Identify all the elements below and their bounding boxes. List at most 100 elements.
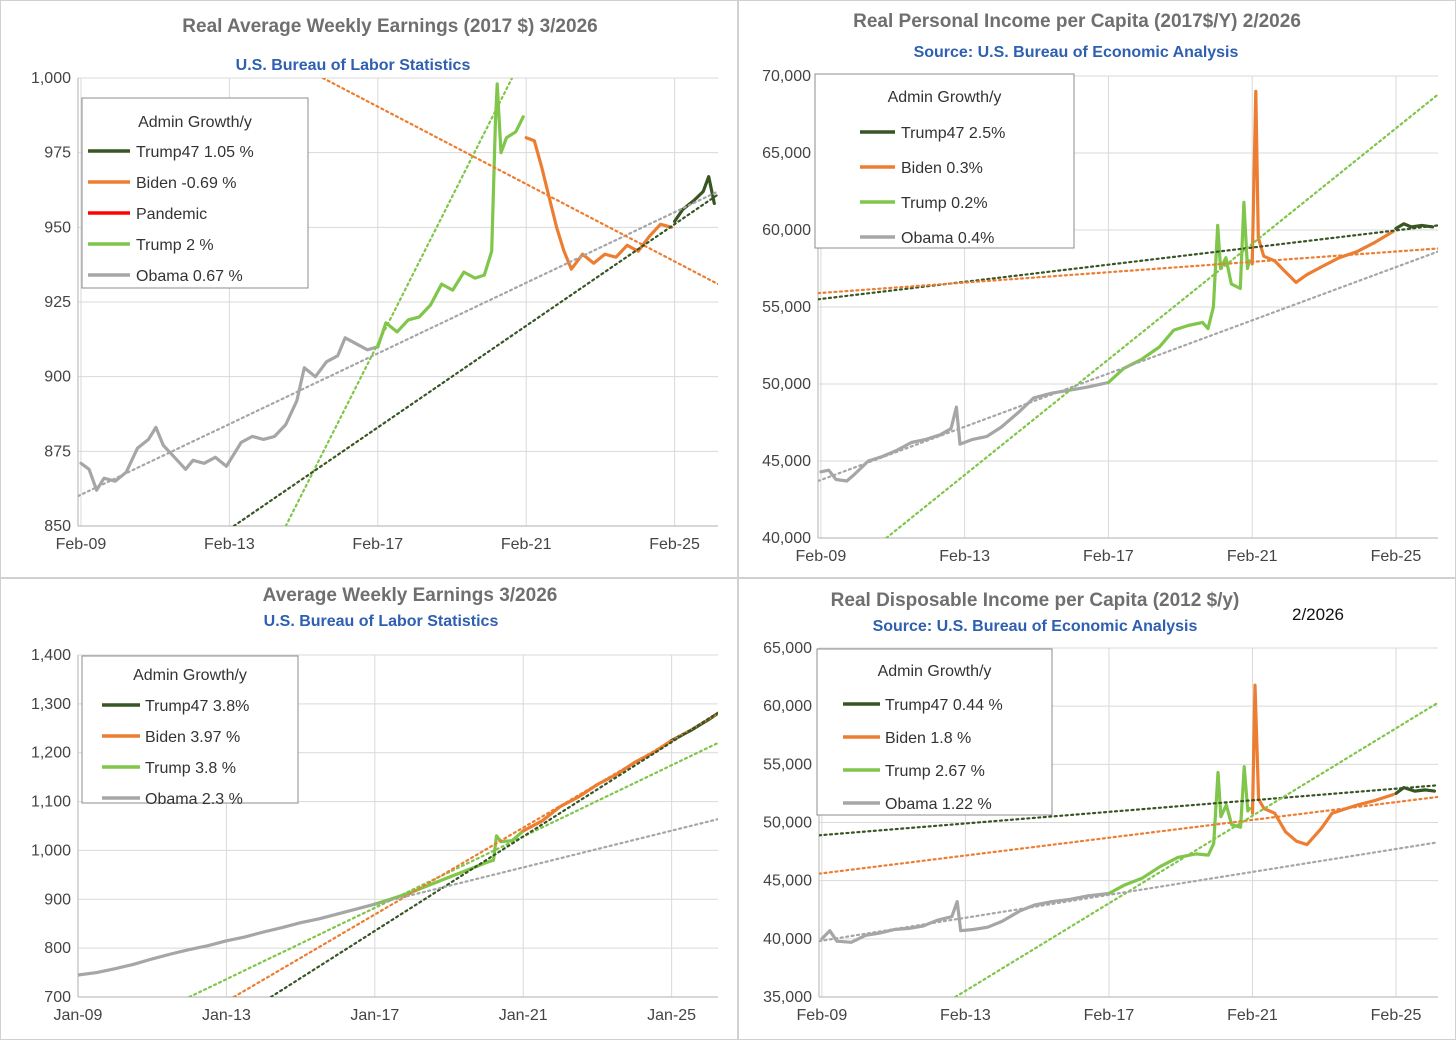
chart-note: 2/2026 [1292, 605, 1344, 624]
y-tick-label: 1,000 [31, 70, 71, 87]
legend-entry-label: Biden 0.3% [901, 160, 983, 177]
series-line-trump47 [673, 175, 716, 223]
y-tick-label: 35,000 [763, 989, 812, 1006]
y-tick-label: 55,000 [763, 756, 812, 773]
legend-entry-label: Trump47 2.5% [901, 125, 1005, 142]
legend-entry-label: Obama 0.67 % [136, 268, 243, 285]
x-tick-label: Jan-09 [54, 1007, 103, 1024]
chart-subtitle: Source: U.S. Bureau of Economic Analysis [914, 44, 1239, 61]
chart-title: Average Weekly Earnings 3/2026 [263, 585, 558, 606]
chart-title: Real Average Weekly Earnings (2017 $) 3/… [182, 16, 597, 37]
trendline-trump47-trend [232, 193, 718, 526]
chart-panel-1: 850 875 900 925 950 975 1,000 Feb-09 Feb-13 Feb-1… [0, 0, 738, 578]
y-tick-label: 1,000 [31, 842, 71, 859]
x-tick-label: Feb-21 [501, 536, 552, 553]
legend-entry-label: Obama 0.4% [901, 230, 994, 247]
trendline-obama-trend [818, 250, 1438, 483]
trendline-biden-trend [321, 78, 718, 286]
series-line-trump47 [1394, 786, 1436, 795]
plot-area [819, 683, 1438, 997]
y-tick-label: 975 [44, 145, 71, 162]
legend-entry-label: Trump 2 % [136, 237, 214, 254]
x-tick-label: Feb-17 [352, 536, 403, 553]
x-tick-label: Feb-21 [1227, 548, 1278, 565]
series-line-obama [819, 380, 1110, 483]
chart-panel-3: 700 800 900 1,000 1,100 1,200 1,300 1,400 Jan-09… [0, 578, 738, 1040]
x-tick-label: Feb-09 [796, 548, 847, 565]
legend-title: Admin Growth/y [878, 663, 992, 680]
y-tick-label: 65,000 [763, 640, 812, 657]
plot-area [78, 78, 718, 526]
legend-entry-label: Biden 3.97 % [145, 729, 240, 746]
legend-entry-label: Pandemic [136, 206, 207, 223]
legend-title: Admin Growth/y [133, 667, 247, 684]
chart-title: Real Disposable Income per Capita (2012 … [831, 590, 1240, 611]
y-tick-label: 800 [44, 940, 71, 957]
series-line-trump [1106, 200, 1251, 385]
legend-box [814, 73, 1075, 249]
x-tick-label: Feb-25 [649, 536, 700, 553]
trendline-obama-trend [373, 818, 718, 906]
legend-entry-label: Trump 0.2% [901, 195, 988, 212]
series-line-trump [1107, 765, 1252, 896]
y-tick-label: 1,400 [31, 647, 71, 664]
trendline-trump47-trend [818, 224, 1438, 301]
trendline-trump-trend [954, 701, 1438, 997]
x-tick-label: Feb-25 [1371, 1007, 1422, 1024]
y-tick-label: 45,000 [763, 873, 812, 890]
x-tick-label: Feb-17 [1084, 1007, 1135, 1024]
legend-box [816, 648, 1053, 816]
chart-panel-2: 40,000 45,000 50,000 55,000 60,000 65,000 70,0… [738, 0, 1456, 578]
series-line-biden [524, 136, 674, 271]
trendline-biden-trend [232, 712, 718, 997]
x-tick-label: Feb-17 [1083, 548, 1134, 565]
y-tick-label: 1,300 [31, 696, 71, 713]
y-tick-label: 40,000 [763, 931, 812, 948]
x-tick-label: Jan-21 [499, 1007, 548, 1024]
chart-subtitle: U.S. Bureau of Labor Statistics [264, 613, 499, 630]
x-tick-label: Feb-13 [939, 548, 990, 565]
legend-entry-label: Biden 1.8 % [885, 730, 971, 747]
x-tick-label: Jan-17 [350, 1007, 399, 1024]
trendline-trump-trend [284, 78, 514, 526]
legend-entry-label: Trump47 3.8% [145, 698, 249, 715]
legend-entry-label: Trump 2.67 % [885, 763, 985, 780]
y-tick-label: 850 [44, 518, 71, 535]
y-tick-label: 700 [44, 989, 71, 1006]
plot-area [78, 711, 718, 997]
y-tick-label: 950 [44, 219, 71, 236]
x-tick-label: Jan-25 [647, 1007, 696, 1024]
series-line-obama [79, 336, 380, 492]
x-tick-label: Feb-13 [940, 1007, 991, 1024]
y-tick-label: 50,000 [763, 815, 812, 832]
x-tick-label: Feb-25 [1371, 548, 1422, 565]
series-line-trump [376, 82, 525, 349]
trendline-obama-trend [78, 190, 718, 498]
trendline-trump-trend [885, 93, 1438, 538]
legend-entry-label: Obama 1.22 % [885, 796, 992, 813]
y-tick-label: 875 [44, 443, 71, 460]
y-tick-label: 45,000 [762, 453, 811, 470]
series-line-obama [820, 891, 1111, 944]
y-tick-label: 1,200 [31, 745, 71, 762]
legend: Admin Growth/y Trump47 1.05 % Biden -0.69 … [81, 97, 309, 289]
y-tick-label: 1,100 [31, 794, 71, 811]
legend-title: Admin Growth/y [888, 89, 1002, 106]
legend-entry-label: Biden -0.69 % [136, 175, 237, 192]
y-tick-label: 50,000 [762, 376, 811, 393]
legend-entry-label: Trump 3.8 % [145, 760, 236, 777]
legend-box [81, 655, 299, 804]
legend-box [81, 97, 309, 289]
chart-subtitle: Source: U.S. Bureau of Economic Analysis [873, 618, 1198, 635]
y-tick-label: 925 [44, 294, 71, 311]
trendline-trump47-trend [269, 711, 718, 997]
legend-title: Admin Growth/y [138, 114, 252, 131]
y-tick-label: 900 [44, 891, 71, 908]
y-tick-label: 60,000 [763, 698, 812, 715]
trendline-biden-trend [818, 247, 1438, 295]
chart-panel-4: 35,000 40,000 45,000 50,000 55,000 60,000 65,0… [738, 578, 1456, 1040]
legend-entry-label: Obama 2.3 % [145, 791, 243, 808]
chart-subtitle: U.S. Bureau of Labor Statistics [236, 57, 471, 74]
